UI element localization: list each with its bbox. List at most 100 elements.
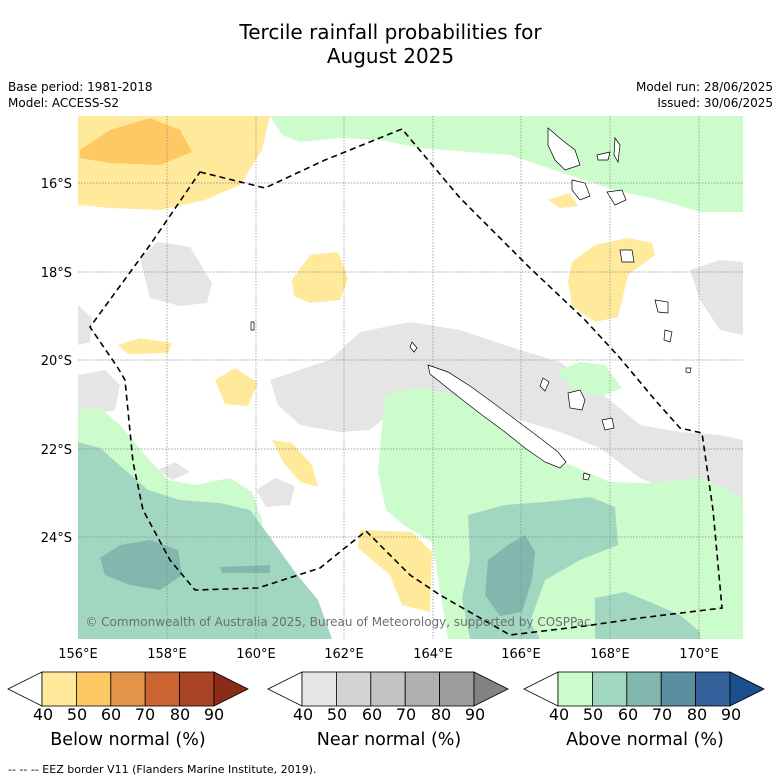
below-tick-80: 80 (169, 705, 191, 724)
model-name: Model: ACCESS-S2 (8, 96, 120, 110)
lat-tick-20s: 20°S (41, 354, 72, 369)
below-colorbar-extend-high (213, 671, 249, 707)
below-normal-title: Below normal (%) (50, 730, 206, 750)
near-colorbar-segment-1 (301, 671, 337, 707)
near-tick-40: 40 (292, 705, 314, 724)
above-normal-title: Above normal (%) (566, 730, 724, 750)
above-colorbar-segment-2 (592, 671, 628, 707)
map-gridlines (78, 116, 743, 639)
below-tick-60: 60 (100, 705, 122, 724)
below-colorbar-segment-3 (110, 671, 146, 707)
isle-of-pines (582, 472, 591, 481)
above-normal-region-northeast (270, 116, 743, 212)
lon-tick-160e: 160°E (236, 647, 276, 662)
below-colorbar-segment-5 (179, 671, 215, 707)
belep-islands (409, 341, 418, 353)
below-tick-50: 50 (66, 705, 88, 724)
near-normal-region-21s-west (78, 370, 120, 415)
below-normal-region-17s-east (548, 193, 578, 208)
near-colorbar-extend-high (473, 671, 509, 707)
near-tick-80: 80 (430, 705, 452, 724)
near-colorbar-segment-5 (439, 671, 475, 707)
probability-fields (78, 116, 743, 639)
copyright-notice: © Commonwealth of Australia 2025, Bureau… (85, 615, 590, 629)
small-islet-west (250, 321, 255, 331)
lon-tick-164e: 164°E (413, 647, 453, 662)
above-normal-region-21s-east (556, 362, 622, 396)
below-tick-90: 90 (203, 705, 225, 724)
lon-tick-156e: 156°E (58, 647, 98, 662)
near-normal-region-23s-mid (256, 478, 295, 507)
above-normal-60-region-southeast (595, 592, 700, 639)
lat-tick-16s: 16°S (41, 177, 72, 192)
issued-date: Issued: 30/06/2025 (657, 96, 773, 110)
longitude-axis: 156°E 158°E 160°E 162°E 164°E 166°E 168°… (58, 647, 719, 662)
efate (606, 189, 627, 206)
below-normal-region-northwest-core (80, 118, 192, 165)
near-tick-60: 60 (361, 705, 383, 724)
tanna (619, 249, 635, 263)
lon-tick-166e: 166°E (501, 647, 541, 662)
below-tick-40: 40 (32, 705, 54, 724)
lat-tick-22s: 22°S (41, 443, 72, 458)
above-colorbar-segment-5 (695, 671, 731, 707)
eez-legend-footer: -- -- -- EEZ border V11 (Flanders Marine… (8, 763, 317, 776)
aneityum (654, 299, 669, 314)
lon-tick-162e: 162°E (324, 647, 364, 662)
coastlines (250, 127, 692, 481)
base-period: Base period: 1981-2018 (8, 80, 153, 94)
latitude-axis: 16°S 18°S 20°S 22°S 24°S (41, 177, 72, 546)
above-tick-70: 70 (651, 705, 673, 724)
below-colorbar-segment-4 (144, 671, 180, 707)
model-run: Model run: 28/06/2025 (635, 80, 773, 94)
near-tick-70: 70 (395, 705, 417, 724)
near-tick-50: 50 (326, 705, 348, 724)
above-colorbar-segment-4 (660, 671, 697, 707)
mare-island (601, 417, 615, 431)
above-tick-60: 60 (617, 705, 639, 724)
colorbars (7, 671, 765, 707)
above-colorbar-extend-high (729, 671, 765, 707)
above-colorbar-segment-1 (557, 671, 593, 707)
near-colorbar-segment-2 (335, 671, 372, 707)
above-normal-60-region-southwest (78, 442, 332, 639)
lon-tick-168e: 168°E (590, 647, 630, 662)
below-normal-region-20s (118, 338, 172, 354)
pentecost (613, 136, 621, 164)
above-colorbar-extend-low (523, 671, 559, 707)
above-tick-80: 80 (686, 705, 708, 724)
near-colorbar-segment-4 (404, 671, 441, 707)
near-colorbar-segment-3 (370, 671, 406, 707)
near-tick-90: 90 (464, 705, 486, 724)
above-normal-70-region-southwest-strip (220, 565, 270, 573)
lifou-island (567, 389, 586, 411)
near-colorbar-extend-low (267, 671, 303, 707)
ambae (596, 151, 611, 161)
lat-tick-18s: 18°S (41, 266, 72, 281)
below-normal-region-18s (292, 252, 348, 303)
lon-tick-158e: 158°E (147, 647, 187, 662)
below-colorbar-segment-1 (41, 671, 77, 707)
below-colorbar-extend-low (7, 671, 43, 707)
below-colorbar-segment-2 (76, 671, 112, 707)
near-normal-region-central (270, 322, 743, 515)
chart-title-line1: Tercile rainfall probabilities for (239, 20, 542, 44)
above-tick-50: 50 (582, 705, 604, 724)
above-tick-40: 40 (548, 705, 570, 724)
below-normal-region-24s (358, 530, 432, 612)
lat-tick-24s: 24°S (41, 531, 72, 546)
above-colorbar-segment-3 (626, 671, 662, 707)
eez-border (89, 128, 723, 636)
chart-title-line2: August 2025 (326, 44, 455, 68)
above-normal-70-region-south-central (485, 535, 535, 616)
near-normal-region-19s-east (690, 260, 743, 335)
near-normal-region-19s-west (78, 305, 92, 345)
below-normal-region-22s (272, 440, 318, 487)
near-normal-region-23s-west (158, 462, 190, 480)
below-tick-70: 70 (134, 705, 156, 724)
espiritu-santo (547, 127, 581, 171)
near-normal-title: Near normal (%) (316, 730, 462, 750)
above-tick-90: 90 (720, 705, 742, 724)
lon-tick-170e: 170°E (679, 647, 719, 662)
